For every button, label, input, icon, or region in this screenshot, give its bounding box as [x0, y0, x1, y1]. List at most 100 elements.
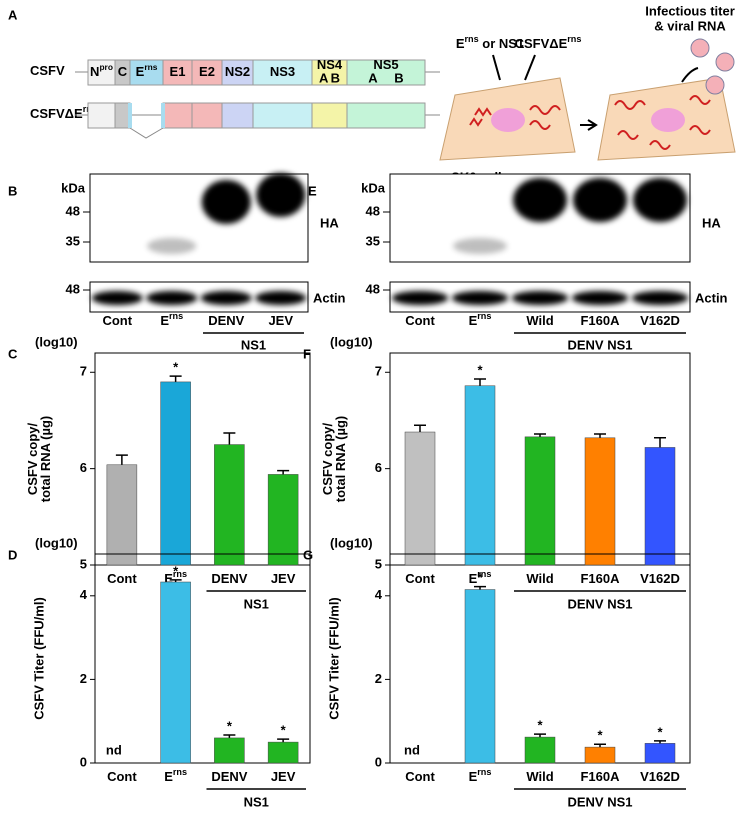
nucleus — [491, 108, 525, 132]
bar — [267, 741, 299, 764]
band — [573, 178, 627, 222]
segment-sublabel: A — [368, 70, 378, 85]
virion — [690, 38, 710, 58]
row-label: CSFV — [30, 63, 65, 78]
segment-label: NS5 — [373, 57, 398, 72]
x-tick-label-part: F160A — [580, 571, 620, 586]
genome-segment — [191, 102, 223, 129]
bar — [644, 447, 676, 566]
unit-label: (log10) — [330, 334, 373, 349]
x-tick-label-sup: rns — [477, 569, 491, 579]
marker-label: 35 — [366, 233, 380, 248]
antibody-label: HA — [702, 215, 721, 230]
segment-label: NS3 — [270, 64, 295, 79]
bar — [267, 474, 299, 566]
x-tick-label-part: Cont — [405, 769, 435, 784]
segment-label-part: NS4 — [317, 57, 343, 72]
x-tick-label: JEV — [271, 769, 296, 784]
x-tick-label: V162D — [640, 769, 680, 784]
lane-label: DENV — [208, 313, 244, 328]
error-bar — [474, 378, 486, 386]
row-label: CSFVΔErns — [30, 104, 97, 121]
x-tick-label-part: Cont — [107, 769, 137, 784]
x-tick-label-part: DENV — [211, 769, 247, 784]
error-bar — [594, 743, 606, 748]
panel-letter: C — [8, 346, 18, 361]
segment-label-part: NS5 — [373, 57, 398, 72]
deletion-edge — [161, 103, 165, 128]
rna — [469, 105, 561, 130]
x-tick-label: Wild — [526, 571, 553, 586]
arrow — [681, 67, 699, 83]
error-bar — [169, 579, 182, 583]
marker-label: 48 — [66, 281, 80, 296]
x-tick-label: Erns — [164, 569, 187, 586]
y-axis-label: total RNA (µg) — [333, 416, 348, 502]
x-tick-label: V162D — [640, 571, 680, 586]
row-label-part: CSFV — [30, 63, 65, 78]
lane-label: Erns — [469, 311, 492, 328]
x-tick-label-part: DENV — [211, 571, 247, 586]
segment-sublabel: B — [331, 70, 340, 85]
band — [391, 291, 449, 305]
x-tick-label: F160A — [580, 571, 620, 586]
plot-frame — [94, 553, 311, 764]
genome-segment — [87, 59, 116, 86]
segment-label-sup: rns — [144, 62, 157, 72]
band — [147, 238, 197, 254]
virion — [715, 52, 735, 72]
group-label: NS1 — [244, 794, 269, 809]
annotation: * — [173, 563, 179, 578]
input-label-sup: rns — [567, 34, 581, 44]
input-label-part: or NS1 — [479, 36, 525, 51]
error-bar — [414, 424, 426, 433]
y-tick-label: 2 — [80, 671, 87, 686]
x-tick-label: Cont — [405, 571, 435, 586]
panel-letter: F — [303, 346, 311, 361]
x-tick-label-part: F160A — [580, 769, 620, 784]
band — [200, 291, 252, 305]
error-bar — [534, 733, 546, 738]
bar — [644, 743, 676, 764]
band — [511, 291, 569, 305]
y-tick-label: 0 — [80, 754, 87, 769]
genome-segment — [162, 102, 193, 129]
lane-label-part: F160A — [580, 313, 620, 328]
antibody-label: HA — [320, 215, 339, 230]
x-tick-label-part: V162D — [640, 769, 680, 784]
panel-letter: A — [8, 7, 18, 22]
genome-segment — [311, 102, 348, 129]
row-label-part: CSFVΔE — [30, 106, 83, 121]
annotation: * — [477, 570, 483, 585]
output-label: & viral RNA — [654, 18, 726, 33]
blot-unit: kDa — [361, 180, 386, 195]
annotation: * — [227, 718, 233, 733]
segment-label: NS4 — [317, 57, 343, 72]
deletion-edge — [128, 103, 132, 128]
segment-label-part: NS3 — [270, 64, 295, 79]
genome-segment — [191, 59, 223, 86]
band — [451, 291, 509, 305]
panel-letter: D — [8, 547, 17, 562]
genome-segment — [346, 59, 426, 86]
error-bar — [223, 432, 236, 445]
genome-segment — [346, 102, 426, 129]
genome-segment — [114, 102, 131, 129]
annotation: * — [477, 362, 483, 377]
bar — [524, 436, 556, 566]
error-bar — [474, 585, 486, 590]
x-tick-label: Erns — [164, 767, 187, 784]
segment-label-part: NS2 — [225, 64, 250, 79]
x-tick-label-part: Cont — [107, 571, 137, 586]
lane-label: Wild — [526, 313, 553, 328]
x-tick-label: Cont — [107, 769, 137, 784]
input-label-part: E — [456, 36, 465, 51]
segment-label: E2 — [199, 64, 215, 79]
error-bar — [277, 469, 290, 475]
annotation: * — [173, 360, 179, 375]
marker-label: 48 — [366, 281, 380, 296]
band — [256, 173, 306, 217]
x-tick-label-part: JEV — [271, 571, 296, 586]
marker-label: 48 — [366, 203, 380, 218]
